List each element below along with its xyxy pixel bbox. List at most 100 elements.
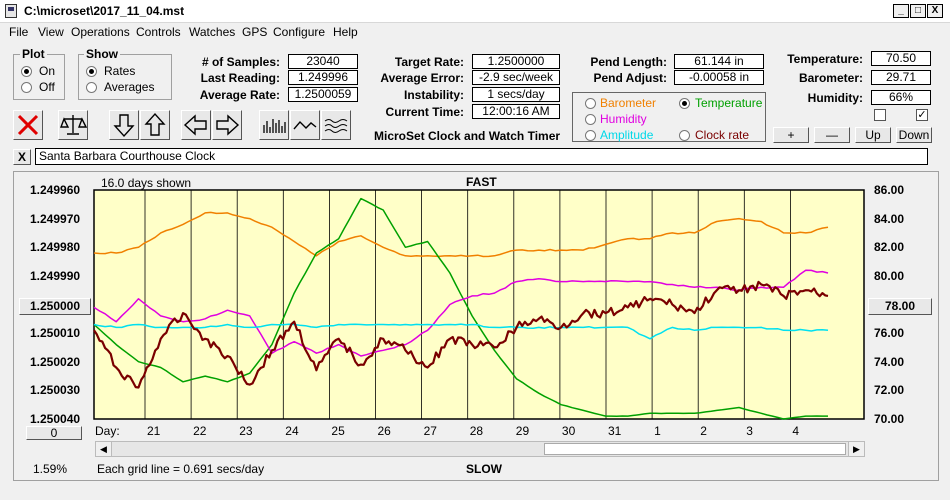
plot-group: Plot On Off xyxy=(13,47,65,100)
x-tick-label: 2 xyxy=(700,424,707,438)
scales-icon xyxy=(59,115,87,135)
plot-area[interactable] xyxy=(93,189,865,420)
arrow-down-icon xyxy=(113,114,135,138)
average-rate-label: Average Rate: xyxy=(199,88,280,102)
right-y-tick-label: 70.00 xyxy=(874,412,905,426)
samples-field: 23040 xyxy=(288,54,358,69)
fast-label: FAST xyxy=(466,175,497,189)
average-error-field: -2.9 sec/week xyxy=(472,70,560,85)
x-tick-label: 31 xyxy=(608,424,622,438)
left-checkbox[interactable] xyxy=(874,109,886,121)
temperature-field: 70.50 xyxy=(871,51,931,66)
clock-rate-option-label: Clock rate xyxy=(695,128,750,142)
scroll-right-arrow-icon[interactable]: ▶ xyxy=(848,442,864,456)
window-title: C:\microset\2017_11_04.mst xyxy=(24,4,185,18)
amplitude-series-line xyxy=(93,323,829,340)
left-y-tick-label: 1.250020 xyxy=(30,354,81,369)
grid-note-label: Each grid line = 0.691 secs/day xyxy=(97,462,265,476)
barometer-field: 29.71 xyxy=(871,70,931,85)
x-tick-label: 26 xyxy=(377,424,391,438)
plus-button[interactable]: + xyxy=(773,127,809,143)
barometer-radio[interactable] xyxy=(585,98,596,109)
slow-label: SLOW xyxy=(466,462,502,476)
horizontal-scrollbar[interactable]: ◀ ▶ xyxy=(95,441,865,457)
right-checkbox[interactable]: ✓ xyxy=(916,109,928,121)
amplitude-radio[interactable] xyxy=(585,130,596,141)
title-bar: C:\microset\2017_11_04.mst _ □ X xyxy=(0,0,950,23)
balance-button[interactable] xyxy=(58,110,88,140)
day-label: Day: xyxy=(95,424,120,438)
x-tick-label: 23 xyxy=(239,424,253,438)
down-button[interactable]: Down xyxy=(896,127,932,143)
right-scale-button[interactable]: 78.00 xyxy=(868,298,932,315)
left-arrow-button[interactable] xyxy=(181,110,211,140)
pend-length-label: Pend Length: xyxy=(590,55,667,69)
right-y-tick-label: 86.00 xyxy=(874,183,905,197)
down-arrow-button[interactable] xyxy=(109,110,139,140)
right-y-tick-label: 84.00 xyxy=(874,211,905,226)
menu-watches[interactable]: Watches xyxy=(189,25,236,39)
barometer-series-line xyxy=(93,211,829,258)
offset-button[interactable]: 0 xyxy=(26,426,82,440)
x-tick-label: 21 xyxy=(147,424,161,438)
left-y-tick-label: 1.250030 xyxy=(30,383,81,398)
arrow-left-icon xyxy=(183,114,207,136)
temperature-radio[interactable] xyxy=(679,98,690,109)
menu-controls[interactable]: Controls xyxy=(136,25,181,39)
minimize-button[interactable]: _ xyxy=(893,4,909,18)
instability-field: 1 secs/day xyxy=(472,87,560,102)
menu-file[interactable]: File xyxy=(9,25,29,39)
show-rates-radio[interactable] xyxy=(86,66,97,77)
menu-gps[interactable]: GPS xyxy=(242,25,268,39)
right-y-tick-label: 72.00 xyxy=(874,383,905,398)
menu-configure[interactable]: Configure xyxy=(273,25,326,39)
pend-length-field[interactable]: 61.144 in xyxy=(674,54,764,69)
x-tick-label: 27 xyxy=(423,424,437,438)
series-layer xyxy=(93,197,829,420)
minus-button[interactable]: — xyxy=(814,127,850,143)
clear-name-button[interactable]: X xyxy=(13,149,31,165)
arrow-up-icon xyxy=(144,112,166,136)
menu-bar: File View Operations Controls Watches GP… xyxy=(0,23,950,42)
show-averages-radio[interactable] xyxy=(86,82,97,93)
maximize-button[interactable]: □ xyxy=(910,4,926,18)
temperature-label: Temperature: xyxy=(787,52,863,66)
percent-label: 1.59% xyxy=(33,462,68,476)
plot-on-radio[interactable] xyxy=(21,66,32,77)
scroll-left-arrow-icon[interactable]: ◀ xyxy=(96,442,112,456)
close-button[interactable]: X xyxy=(927,4,943,18)
menu-help[interactable]: Help xyxy=(333,25,358,39)
clock-rate-radio[interactable] xyxy=(679,130,690,141)
wave-graph-button[interactable] xyxy=(321,110,351,140)
menu-operations[interactable]: Operations xyxy=(71,25,130,39)
plot-frame xyxy=(13,171,939,481)
clock-name-input[interactable]: Santa Barbara Courthouse Clock xyxy=(35,148,928,165)
stop-button[interactable] xyxy=(13,110,43,140)
right-y-tick-label: 80.00 xyxy=(874,268,905,283)
up-arrow-button[interactable] xyxy=(140,110,170,140)
vertical-gridlines xyxy=(144,190,791,419)
app-caption: MicroSet Clock and Watch Timer xyxy=(374,129,561,143)
left-y-tick-label: 1.250010 xyxy=(30,326,81,341)
rate-series-line xyxy=(93,280,829,389)
right-arrow-button[interactable] xyxy=(212,110,242,140)
temperature-option-label: Temperature xyxy=(695,96,763,110)
menu-view[interactable]: View xyxy=(38,25,64,39)
scrollbar-thumb[interactable] xyxy=(544,443,846,455)
plot-off-radio[interactable] xyxy=(21,82,32,93)
humidity-radio[interactable] xyxy=(585,114,596,125)
x-tick-label: 30 xyxy=(561,424,576,438)
wave-graph-icon xyxy=(324,119,348,133)
app-icon[interactable] xyxy=(5,4,17,18)
target-rate-label: Target Rate: xyxy=(394,55,464,69)
left-scale-button[interactable]: 1.250000 xyxy=(19,298,91,315)
humidity-label: Humidity: xyxy=(807,91,863,105)
left-y-tick-label: 1.250040 xyxy=(30,412,81,426)
line-graph-icon xyxy=(293,120,317,130)
current-time-label: Current Time: xyxy=(385,105,464,119)
target-rate-field[interactable]: 1.2500000 xyxy=(472,54,560,69)
up-button[interactable]: Up xyxy=(855,127,891,143)
bar-graph-button[interactable] xyxy=(259,110,289,140)
line-graph-button[interactable] xyxy=(290,110,320,140)
